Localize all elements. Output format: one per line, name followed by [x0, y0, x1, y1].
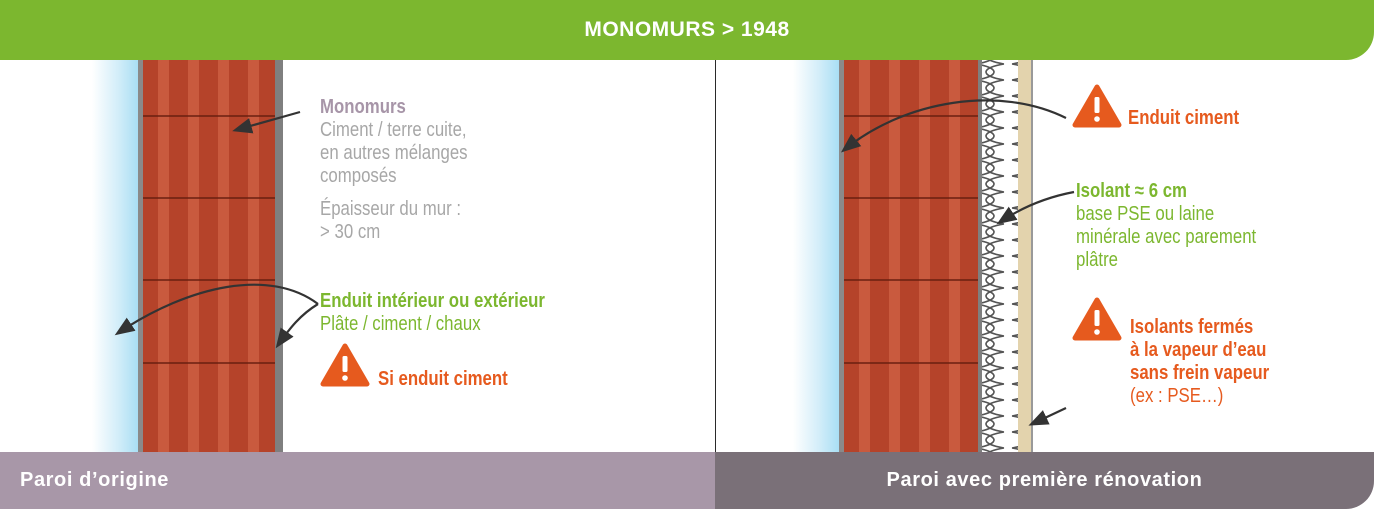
footer-bar-right — [715, 452, 1374, 509]
footer-bar-left — [0, 452, 715, 509]
brick-courses-right — [844, 115, 978, 364]
interior-plaster-left — [92, 60, 138, 452]
enduit-label: Enduit intérieur ou extérieur Plâte / ci… — [320, 290, 545, 335]
monomurs-label: Monomurs Ciment / terre cuite, en autres… — [320, 96, 468, 187]
header-bar — [0, 0, 1374, 60]
warning-cement-left: Si enduit ciment — [378, 368, 508, 390]
panel-divider — [715, 60, 716, 452]
arrow-icon — [232, 110, 301, 134]
warning-icon — [1072, 297, 1122, 341]
cement-render-right — [978, 60, 982, 452]
arrow-icon — [114, 283, 319, 336]
plaster-facing — [1018, 60, 1031, 452]
isolant-label: Isolant ≈ 6 cm base PSE ou laine minéral… — [1076, 180, 1257, 271]
brick-courses-left — [143, 115, 275, 364]
exterior-render-left — [275, 60, 283, 452]
warning-icon — [1072, 84, 1122, 128]
arrow-icon — [840, 99, 1067, 153]
arrow-icon — [996, 190, 1075, 225]
wall-thickness-label: Épaisseur du mur : > 30 cm — [320, 198, 462, 243]
footer-right-label: Paroi avec première rénovation — [886, 469, 1203, 491]
brick-texture-left — [158, 60, 259, 452]
warning-insulants: Isolants fermés à la vapeur d’eau sans f… — [1130, 316, 1270, 407]
plaster-facing-edge — [1031, 60, 1033, 452]
brick-texture-right — [859, 60, 960, 452]
renovated-wall — [793, 60, 1033, 452]
warning-icon — [320, 343, 370, 387]
plaster-line-inner-right — [839, 60, 844, 452]
original-wall — [92, 60, 283, 452]
arrow-icon — [1028, 407, 1067, 426]
interior-plaster-right — [793, 60, 839, 452]
footer-left-label: Paroi d’origine — [20, 469, 170, 491]
header-title: MONOMURS > 1948 — [584, 18, 790, 41]
example-label: (ex : PSE…) — [1130, 385, 1224, 407]
insulation-layer — [982, 60, 1018, 452]
arrow-icon — [275, 303, 319, 349]
plaster-line-inner — [138, 60, 143, 452]
warning-cement-right: Enduit ciment — [1128, 107, 1240, 129]
